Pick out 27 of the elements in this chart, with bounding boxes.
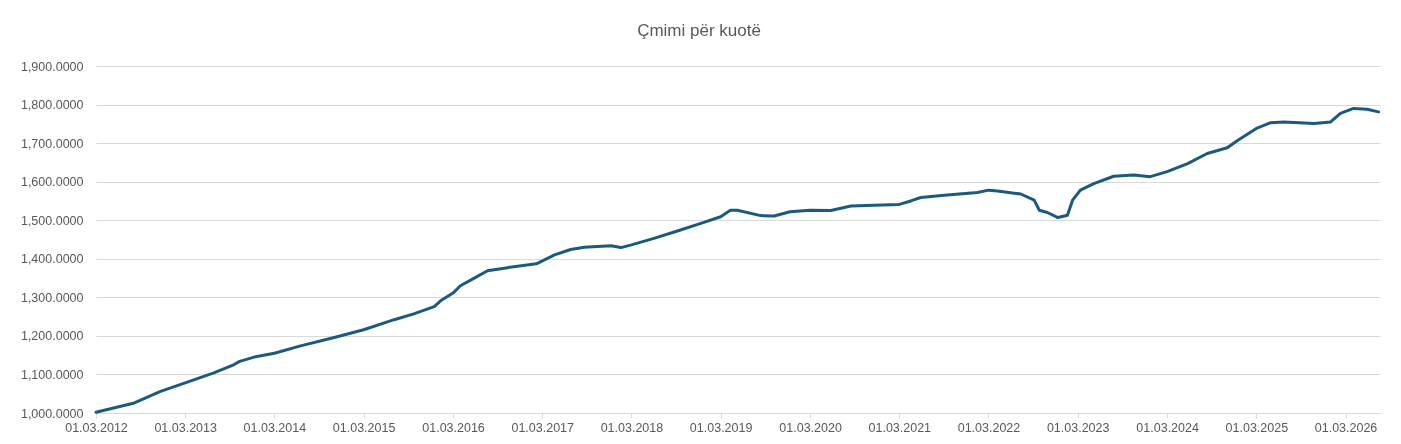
x-tick-label: 01.03.2014 bbox=[243, 420, 307, 435]
y-tick-label: 1,100.0000 bbox=[20, 367, 84, 382]
y-tick-label: 1,700.0000 bbox=[20, 136, 84, 151]
x-tick-label: 01.03.2016 bbox=[422, 420, 485, 435]
y-tick-label: 1,800.0000 bbox=[20, 98, 84, 113]
x-tick-label: 01.03.2013 bbox=[154, 420, 218, 435]
x-tick-label: 01.03.2019 bbox=[689, 420, 753, 435]
x-tick-label: 01.03.2024 bbox=[1136, 420, 1199, 435]
y-tick-label: 1,200.0000 bbox=[20, 329, 84, 344]
x-tick-label: 01.03.2022 bbox=[957, 420, 1021, 435]
x-tick-label: 01.03.2015 bbox=[332, 420, 396, 435]
x-tick-label: 01.03.2012 bbox=[65, 420, 128, 435]
x-tick-label: 01.03.2021 bbox=[868, 420, 932, 435]
x-tick-label: 01.03.2025 bbox=[1225, 420, 1289, 435]
x-tick-label: 01.03.2018 bbox=[600, 420, 664, 435]
line-series bbox=[94, 106, 1381, 414]
y-tick-label: 1,300.0000 bbox=[20, 290, 84, 305]
x-tick-label: 01.03.2026 bbox=[1314, 420, 1378, 435]
x-tick-label: 01.03.2017 bbox=[511, 420, 575, 435]
y-tick-label: 1,000.0000 bbox=[20, 406, 84, 421]
y-tick-label: 1,500.0000 bbox=[20, 213, 84, 228]
x-tick-label: 01.03.2023 bbox=[1046, 420, 1110, 435]
x-tick-label: 01.03.2020 bbox=[779, 420, 842, 435]
chart-title: Çmimi për kuotë bbox=[637, 21, 761, 40]
y-tick-label: 1,600.0000 bbox=[20, 175, 84, 190]
y-tick-label: 1,400.0000 bbox=[20, 252, 84, 267]
y-tick-label: 1,900.0000 bbox=[20, 59, 84, 74]
